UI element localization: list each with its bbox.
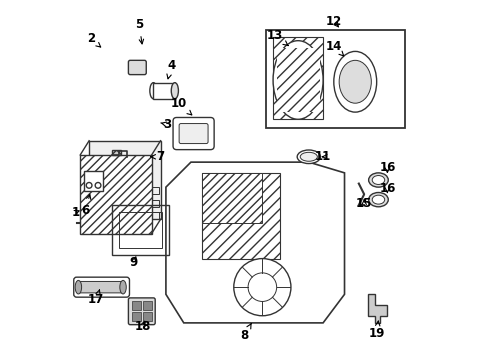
Text: 17: 17	[88, 290, 104, 306]
Ellipse shape	[300, 152, 317, 161]
Polygon shape	[272, 37, 323, 119]
Ellipse shape	[333, 51, 376, 112]
Ellipse shape	[149, 83, 157, 99]
FancyBboxPatch shape	[79, 282, 124, 293]
Text: 18: 18	[134, 320, 151, 333]
Ellipse shape	[371, 195, 384, 204]
FancyBboxPatch shape	[173, 117, 214, 150]
Text: 9: 9	[129, 256, 138, 269]
Ellipse shape	[339, 60, 370, 103]
Ellipse shape	[368, 193, 387, 207]
FancyBboxPatch shape	[128, 298, 155, 325]
Ellipse shape	[368, 173, 387, 187]
Text: 6: 6	[81, 195, 91, 217]
Text: 5: 5	[135, 18, 143, 44]
Text: 16: 16	[378, 161, 395, 174]
Polygon shape	[142, 312, 151, 321]
Polygon shape	[201, 173, 262, 223]
Polygon shape	[276, 48, 319, 112]
FancyBboxPatch shape	[128, 60, 146, 75]
Circle shape	[233, 258, 290, 316]
Ellipse shape	[75, 280, 81, 294]
Polygon shape	[201, 173, 280, 258]
Ellipse shape	[171, 83, 178, 99]
Text: 3: 3	[161, 118, 171, 131]
Text: 10: 10	[170, 97, 191, 115]
Polygon shape	[132, 301, 141, 310]
Polygon shape	[367, 294, 386, 323]
Text: 14: 14	[325, 40, 343, 56]
Ellipse shape	[272, 41, 323, 119]
FancyBboxPatch shape	[179, 123, 207, 144]
Text: 16: 16	[378, 183, 395, 195]
Text: 8: 8	[240, 324, 251, 342]
Ellipse shape	[297, 150, 320, 163]
Polygon shape	[132, 312, 141, 321]
Text: 2: 2	[87, 32, 101, 47]
Polygon shape	[80, 155, 151, 234]
Text: 13: 13	[266, 29, 287, 46]
FancyBboxPatch shape	[74, 277, 129, 297]
Polygon shape	[83, 171, 103, 191]
Polygon shape	[112, 150, 121, 155]
Text: 15: 15	[355, 197, 371, 210]
Polygon shape	[165, 162, 344, 323]
Text: 12: 12	[325, 14, 341, 27]
Text: 1: 1	[72, 206, 80, 219]
Text: 7: 7	[150, 150, 164, 163]
Text: 11: 11	[314, 150, 330, 163]
Text: 4: 4	[166, 59, 175, 79]
Text: 19: 19	[368, 321, 384, 340]
Polygon shape	[153, 83, 175, 99]
Polygon shape	[142, 301, 151, 310]
Ellipse shape	[371, 176, 384, 184]
Polygon shape	[89, 141, 160, 219]
Ellipse shape	[120, 280, 126, 294]
